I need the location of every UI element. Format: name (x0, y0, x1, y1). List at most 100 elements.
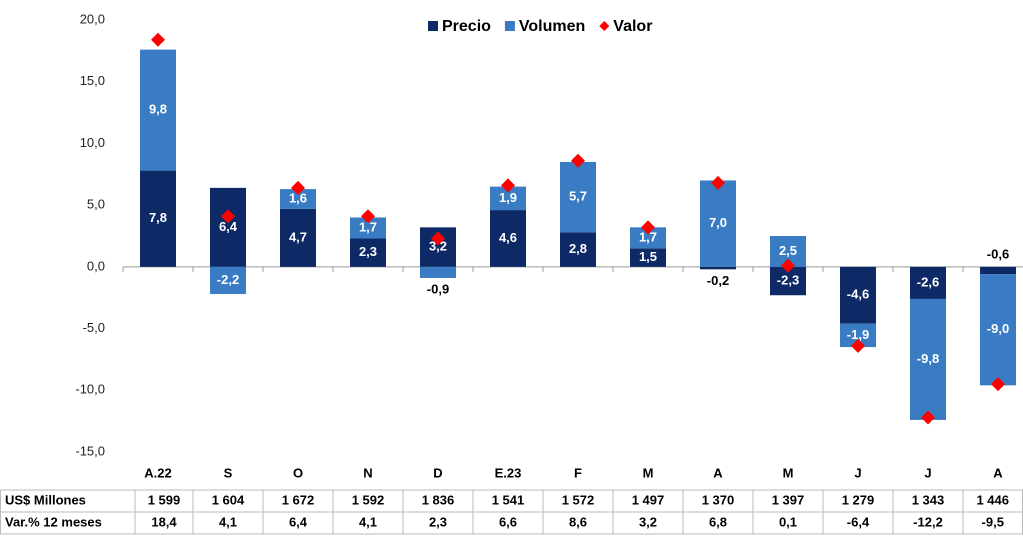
bar-segment (490, 210, 526, 267)
x-tick-label: M (643, 465, 654, 480)
x-tick-label: A (713, 465, 723, 480)
y-tick-label: 15,0 (80, 73, 105, 88)
bar-segment (980, 266, 1016, 275)
bar-segment (560, 161, 596, 233)
cell-value: 1 446 (976, 492, 1009, 507)
legend-label: Volumen (519, 18, 585, 35)
x-tick-label: S (224, 465, 233, 480)
value-label: 7,0 (709, 215, 727, 230)
value-label: -2,2 (217, 272, 239, 287)
x-tick-label: M (783, 465, 794, 480)
row-label: Var.% 12 meses (5, 514, 102, 529)
value-marker (641, 220, 655, 235)
y-tick-label: -5,0 (83, 320, 105, 335)
y-tick-label: 10,0 (80, 135, 105, 150)
value-label: 2,3 (359, 244, 377, 259)
bar-segment (980, 274, 1016, 386)
value-label: 4,7 (289, 229, 307, 244)
bar-segment (420, 266, 456, 278)
value-label: 9,8 (149, 102, 167, 117)
value-label: 3,2 (429, 239, 447, 254)
x-tick-label: O (293, 465, 303, 480)
value-label: 1,5 (639, 249, 657, 264)
value-label: -9,8 (917, 351, 939, 366)
value-marker (221, 209, 235, 224)
cell-value: -9,5 (982, 514, 1004, 529)
row-label: US$ Millones (5, 492, 86, 507)
value-label: -2,6 (917, 274, 939, 289)
cell-value: 1 836 (422, 492, 455, 507)
cell-value: 1 599 (148, 492, 181, 507)
value-marker (151, 32, 165, 47)
value-marker (291, 180, 305, 195)
x-tick-label: A.22 (144, 465, 171, 480)
bar-segment (140, 49, 176, 171)
cell-value: 1 397 (772, 492, 805, 507)
cell-value: 1 279 (842, 492, 875, 507)
cell-value: -6,4 (847, 514, 870, 529)
value-label: -2,3 (777, 272, 799, 287)
legend-marker (428, 21, 438, 31)
value-marker (921, 410, 935, 425)
value-label: 1,9 (499, 190, 517, 205)
cell-value: -12,2 (913, 514, 943, 529)
bar-segment (840, 323, 876, 348)
value-label: 5,7 (569, 189, 587, 204)
legend-label: Valor (613, 18, 652, 35)
legend-marker (504, 21, 515, 31)
value-label: 1,7 (359, 219, 377, 234)
value-label: 2,5 (779, 243, 797, 258)
value-label: 4,6 (499, 230, 517, 245)
cell-value: 18,4 (151, 514, 177, 529)
bar-segment (840, 266, 876, 324)
bar-segment (560, 232, 596, 267)
cell-value: 1 370 (702, 492, 735, 507)
cell-value: 4,1 (219, 514, 237, 529)
y-tick-label: -10,0 (75, 382, 105, 397)
cell-value: 1 343 (912, 492, 945, 507)
cell-value: 2,3 (429, 514, 447, 529)
value-label: 1,6 (289, 190, 307, 205)
legend-marker (599, 21, 610, 31)
bar-segment (490, 186, 526, 211)
value-marker (431, 231, 445, 246)
bar-segment (140, 170, 176, 267)
y-tick-label: -15,0 (75, 443, 105, 458)
value-label: -0,6 (987, 246, 1009, 261)
cell-value: 6,6 (499, 514, 517, 529)
bar-segment (700, 180, 736, 267)
value-marker (711, 175, 725, 190)
value-marker (781, 258, 795, 273)
x-tick-label: N (363, 465, 372, 480)
y-tick-label: 0,0 (87, 258, 105, 273)
value-label: -0,2 (707, 273, 729, 288)
cell-value: 6,4 (289, 514, 308, 529)
x-tick-label: D (433, 465, 442, 480)
value-marker (361, 209, 375, 224)
cell-value: 4,1 (359, 514, 377, 529)
cell-value: 0,1 (779, 514, 797, 529)
bar-segment (700, 266, 736, 270)
y-tick-label: 5,0 (87, 197, 105, 212)
x-tick-label: A (993, 465, 1003, 480)
value-label: 7,8 (149, 210, 167, 225)
value-label: -9,0 (987, 321, 1009, 336)
value-label: -0,9 (427, 281, 449, 296)
value-label: 6,4 (219, 219, 238, 234)
bar-segment (630, 227, 666, 249)
cell-value: 6,8 (709, 514, 727, 529)
cell-value: 1 572 (562, 492, 595, 507)
cell-value: 1 592 (352, 492, 385, 507)
value-marker (501, 178, 515, 193)
value-marker (851, 338, 865, 353)
value-label: -1,9 (847, 327, 869, 342)
bar-segment (210, 187, 246, 267)
cell-value: 1 541 (492, 492, 525, 507)
y-tick-label: 20,0 (80, 11, 105, 26)
legend-label: Precio (442, 18, 491, 35)
cell-value: 3,2 (639, 514, 657, 529)
value-marker (991, 377, 1005, 392)
value-label: 2,8 (569, 241, 587, 256)
bar-segment (630, 248, 666, 267)
